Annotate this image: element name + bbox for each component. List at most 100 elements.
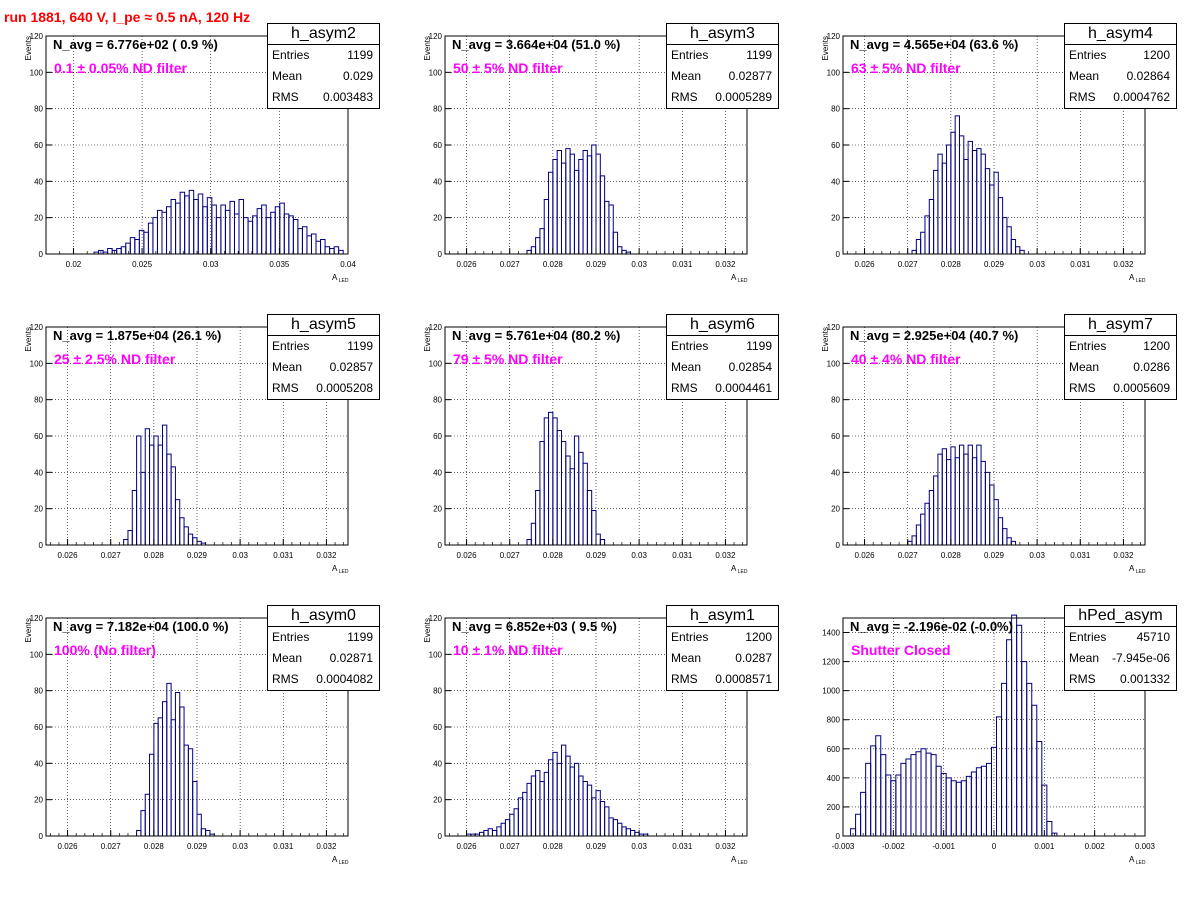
y-tick-label: 80 <box>34 396 43 405</box>
histogram-bin <box>197 193 204 254</box>
histogram-bin <box>329 248 335 254</box>
x-tick-label: 0.032 <box>316 551 337 560</box>
navg-label: N_avg = -2.196e-02 (-0.0%) <box>850 619 1013 634</box>
histogram-bin <box>946 144 952 254</box>
histogram-bin <box>491 830 498 836</box>
histogram-bin <box>591 797 597 836</box>
stats-key: Entries <box>1069 630 1107 644</box>
histogram-bin <box>599 175 606 254</box>
histogram-bin <box>156 209 163 254</box>
histogram-bin <box>905 758 912 836</box>
panel-h_asym6: 0.026 0.027 0.028 0.029 0.03 0.031 0.032 0 20 40 6… <box>399 314 797 607</box>
y-tick-label: 120 <box>827 323 841 332</box>
y-tick-label: 60 <box>831 432 840 441</box>
histogram-bin <box>496 826 502 836</box>
stats-value: 0.0286 <box>1133 360 1170 374</box>
y-tick-label: 100 <box>429 359 443 368</box>
histogram-bin <box>1002 528 1008 545</box>
histogram-bin <box>338 249 344 254</box>
panel-h_asym4: 0.026 0.027 0.028 0.029 0.03 0.031 0.032 0 20 40 6… <box>797 23 1195 316</box>
y-tick-label: 800 <box>827 716 841 725</box>
histogram-bin <box>595 790 601 836</box>
histogram-bin <box>989 184 995 254</box>
histogram-bin <box>604 806 610 836</box>
x-tick-label: 0.027 <box>101 842 122 851</box>
x-tick-label: 0.03 <box>631 842 647 851</box>
histogram-bin <box>261 204 267 254</box>
y-tick-label: 80 <box>433 105 442 114</box>
histogram-bin <box>530 522 537 545</box>
histogram-bin <box>880 754 887 836</box>
histogram-bin <box>573 169 580 254</box>
chart-h_asym0: 0.026 0.027 0.028 0.029 0.03 0.031 0.032 0 20 40 6… <box>24 614 349 866</box>
histogram-bin <box>479 831 485 836</box>
stats-value: 0.0287 <box>735 651 772 665</box>
y-tick-label: 80 <box>34 105 43 114</box>
histogram-bin <box>144 793 151 836</box>
chart-hPed_asym: -0.003 -0.002 -0.001 0 0.001 0.002 0.003 0 200 40… <box>822 614 1156 866</box>
histogram-bin <box>206 197 213 254</box>
stats-row-rms: RMS 0.003483 <box>268 87 379 108</box>
y-axis-label: Events <box>821 327 830 351</box>
stats-value: 0.0004082 <box>316 672 373 686</box>
histogram-bin <box>920 513 926 545</box>
y-tick-label: 40 <box>831 177 840 186</box>
x-tick-label: 0.029 <box>984 260 1005 269</box>
histogram-bin <box>993 171 999 254</box>
stats-key: RMS <box>671 672 698 686</box>
y-axis-label: Events <box>24 36 33 60</box>
histogram-bin <box>143 231 149 254</box>
histogram-bin <box>526 539 532 545</box>
x-tick-label: 0.002 <box>1085 842 1106 851</box>
y-tick-label: 400 <box>827 774 841 783</box>
x-tick-label: 0.03 <box>232 551 248 560</box>
histogram-bin <box>543 771 550 836</box>
histogram-bin <box>315 240 322 254</box>
histogram-bin <box>238 199 245 254</box>
navg-label: N_avg = 6.852e+03 ( 9.5 %) <box>452 619 617 634</box>
x-tick-label: 0.026 <box>457 260 478 269</box>
histogram-bin <box>500 822 506 836</box>
y-tick-label: 20 <box>34 796 43 805</box>
histogram-bin <box>184 195 190 254</box>
navg-label: N_avg = 2.925e+04 (40.7 %) <box>850 328 1019 343</box>
stats-row-rms: RMS 0.0005289 <box>667 87 778 108</box>
x-tick-label: 0.03 <box>203 260 219 269</box>
histogram-bin <box>565 455 571 545</box>
histogram-bin <box>586 784 593 836</box>
histogram-bin <box>855 813 862 836</box>
histogram-bin <box>539 440 545 545</box>
histogram-bin <box>621 826 627 836</box>
x-tick-label: 0.032 <box>1113 551 1134 560</box>
stats-key: Mean <box>1069 360 1100 374</box>
histogram-bin <box>1006 639 1013 836</box>
histogram-bin <box>149 753 155 836</box>
x-tick-label: 0.031 <box>1070 551 1091 560</box>
stats-key: Mean <box>1069 651 1100 665</box>
histogram-bin <box>560 744 567 836</box>
stats-key: Mean <box>272 651 303 665</box>
x-axis-label: A LED <box>1129 855 1146 866</box>
histogram-name: h_asym0 <box>268 606 379 627</box>
x-tick-label: 0.032 <box>316 842 337 851</box>
x-tick-label: 0.003 <box>1135 842 1156 851</box>
histogram-bin <box>129 237 136 254</box>
histogram-bin <box>1015 246 1021 254</box>
histogram-bin <box>924 215 930 254</box>
histogram-bin <box>556 149 562 254</box>
x-axis-label: A LED <box>731 855 748 866</box>
histogram-bin <box>306 235 312 254</box>
histogram-bin <box>120 246 127 254</box>
x-tick-label: 0.028 <box>543 260 564 269</box>
x-axis-label: A LED <box>332 564 349 575</box>
histogram-bin <box>127 529 133 545</box>
stats-value: 0.0008571 <box>715 672 772 686</box>
histogram-bin <box>192 537 198 545</box>
histogram-bin <box>941 162 948 254</box>
histogram-bin <box>1010 238 1017 254</box>
x-tick-label: 0.028 <box>144 551 165 560</box>
stats-key: Mean <box>272 360 303 374</box>
histogram-bin <box>911 249 917 254</box>
histogram-bin <box>292 218 299 254</box>
histogram-bin <box>166 682 172 836</box>
